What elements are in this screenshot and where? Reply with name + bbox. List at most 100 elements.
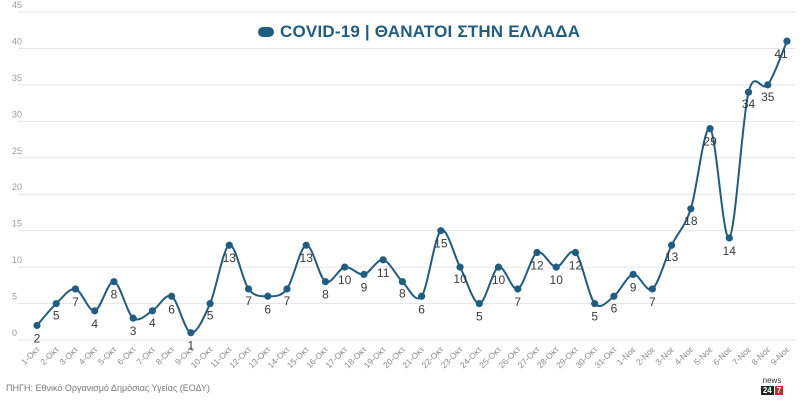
data-label: 7 [245,294,252,308]
data-label: 5 [207,309,214,323]
data-label: 7 [649,295,656,309]
logo-numbers: 24 7 [752,386,792,395]
data-label: 7 [72,295,79,309]
y-tick-label: 45 [12,0,22,10]
data-label: 12 [530,259,544,273]
legend-swatch [258,27,274,37]
data-point [571,248,580,257]
data-point [321,278,330,286]
x-tick-label: 5-Νοε [692,344,715,367]
data-point [687,205,695,213]
data-label: 11 [377,266,390,280]
x-tick-label: 8-Νοε [749,344,772,367]
data-labels: 2574834615137671381091186151051071210125… [34,47,788,353]
data-point [52,299,60,308]
series-covid-deaths [33,37,791,337]
data-label: 7 [514,295,521,309]
data-point [783,37,791,45]
x-tick-label: 2-Οκτ [38,344,61,367]
x-tick-label: 4-Νοε [672,344,695,367]
grid-lines [18,11,795,341]
data-point [91,307,99,315]
logo-number-24: 24 [760,386,774,395]
data-label: 9 [630,280,637,294]
data-point [437,227,445,235]
data-label: 13 [300,251,314,265]
data-label: 34 [742,97,756,111]
data-point [764,81,772,89]
data-point [398,278,406,286]
data-point [475,299,483,308]
data-point [110,278,118,286]
x-tick-label: 5-Οκτ [96,344,119,367]
data-label: 13 [223,251,237,265]
data-point [456,263,464,271]
x-tick-label: 4-Οκτ [77,344,100,367]
data-point [418,292,426,300]
data-point [610,292,618,300]
source-caption: ΠΗΓΗ: Εθνικό Οργανισμό Δημόσιας Υγείας (… [6,383,210,393]
data-label: 12 [569,259,583,273]
data-label: 9 [361,280,368,294]
x-tick-label: 8-Οκτ [154,344,177,367]
legend-label: COVID-19 | ΘΑΝΑΤΟΙ ΣΤΗΝ ΕΛΛΑΔΑ [280,22,581,41]
data-point [533,248,541,257]
y-axis: 0 5 10 15 20 25 30 35 40 45 [12,0,22,338]
logo-number-7: 7 [774,386,784,395]
data-point [168,292,176,300]
x-tick-label: 31-Οκτ [593,344,619,370]
y-tick-label: 10 [12,255,22,265]
data-label: 10 [550,273,564,287]
x-tick-label: 6-Οκτ [115,344,138,367]
data-label: 6 [168,302,175,316]
data-label: 3 [130,324,137,338]
data-label: 35 [761,90,775,104]
x-tick-label: 6-Νοε [711,344,734,367]
data-point [341,263,349,271]
data-point [129,314,137,322]
news247-logo: news 24 7 [752,376,792,396]
x-tick-label: 2-Νοε [634,344,657,367]
data-point [668,241,676,249]
logo-text: news [762,376,782,385]
data-label: 8 [322,288,329,302]
x-tick-label: 1-Νοε [615,344,638,367]
data-label: 8 [399,287,406,301]
data-point [629,270,637,278]
data-point [591,299,599,308]
data-point [514,285,522,293]
y-tick-label: 35 [12,73,22,83]
data-point [33,321,41,330]
data-label: 4 [149,316,156,330]
y-tick-label: 25 [12,146,22,156]
data-point [494,263,503,271]
x-tick-label: 3-Νοε [653,344,676,367]
data-point [148,307,156,315]
data-point [648,285,656,293]
data-label: 5 [53,309,60,323]
chart-legend: COVID-19 | ΘΑΝΑΤΟΙ ΣΤΗΝ ΕΛΛΑΔΑ [258,20,580,44]
data-label: 6 [611,301,618,315]
x-axis: 1-Οκτ2-Οκτ3-Οκτ4-Οκτ5-Οκτ6-Οκτ7-Οκτ8-Οκτ… [19,344,792,370]
x-tick-label: 3-Οκτ [57,344,80,367]
data-label: 10 [492,273,506,287]
data-label: 7 [284,294,291,308]
data-label: 41 [774,47,788,61]
y-tick-label: 15 [12,219,22,229]
data-point [706,125,714,133]
data-point [744,88,753,96]
x-tick-label: 9-Νοε [769,344,792,367]
y-tick-label: 40 [12,36,22,46]
data-point [187,329,195,337]
x-tick-label: 1-Οκτ [19,344,42,367]
data-label: 13 [665,250,679,264]
x-tick-label: 7-Νοε [730,344,753,367]
data-label: 1 [188,339,195,353]
data-point [244,285,253,293]
data-label: 6 [418,302,425,316]
data-point [264,292,272,300]
data-label: 29 [703,135,717,149]
data-label: 8 [111,288,118,302]
data-label: 4 [91,317,98,331]
data-label: 5 [476,310,483,324]
